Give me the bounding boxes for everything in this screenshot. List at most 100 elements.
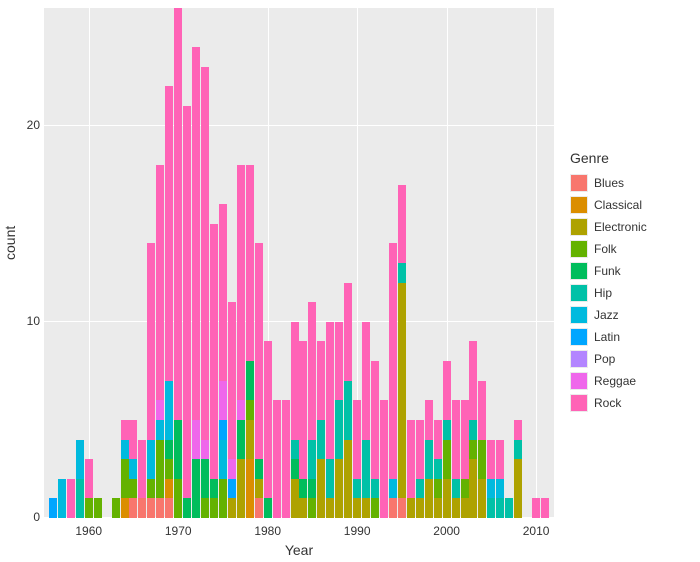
- bar-segment: [425, 400, 433, 439]
- bar-segment: [371, 498, 379, 518]
- legend-swatch: [570, 328, 588, 346]
- legend-swatch: [570, 372, 588, 390]
- bar-segment: [532, 498, 540, 518]
- bar-segment: [129, 459, 137, 479]
- legend-swatch: [570, 394, 588, 412]
- bar-segment: [76, 479, 84, 518]
- bar-segment: [326, 498, 334, 518]
- bar-segment: [219, 420, 227, 440]
- bar-segment: [165, 459, 173, 479]
- legend-item: Pop: [570, 348, 694, 370]
- bar-segment: [219, 381, 227, 420]
- bar-segment: [237, 420, 245, 459]
- bar-segment: [299, 479, 307, 499]
- bar: [94, 8, 102, 518]
- bar-segment: [192, 459, 200, 518]
- bar-segment: [398, 283, 406, 499]
- bar-segment: [219, 204, 227, 381]
- bar-segment: [210, 479, 218, 499]
- bar: [165, 8, 173, 518]
- bar-segment: [389, 243, 397, 478]
- bar-segment: [282, 400, 290, 518]
- bar-segment: [541, 498, 549, 518]
- bar-segment: [335, 459, 343, 518]
- bar-segment: [461, 400, 469, 478]
- bar-segment: [469, 440, 477, 460]
- bar-segment: [389, 498, 397, 518]
- bar-segment: [76, 440, 84, 479]
- plot-panel: [44, 8, 554, 518]
- legend-label: Latin: [594, 330, 620, 344]
- bar-segment: [478, 381, 486, 440]
- legend-label: Electronic: [594, 220, 647, 234]
- bar-segment: [85, 498, 93, 518]
- bar-segment: [469, 341, 477, 419]
- bar-segment: [425, 479, 433, 518]
- bar: [317, 8, 325, 518]
- bar-segment: [496, 440, 504, 479]
- bar-segment: [514, 440, 522, 460]
- bar-segment: [246, 361, 254, 400]
- bar: [452, 8, 460, 518]
- bar-segment: [308, 440, 316, 479]
- bar-segment: [264, 498, 272, 518]
- bar-segment: [165, 440, 173, 460]
- bar-segment: [147, 479, 155, 499]
- bar-segment: [398, 498, 406, 518]
- bar: [434, 8, 442, 518]
- legend-label: Rock: [594, 396, 621, 410]
- bar: [532, 8, 540, 518]
- bar: [443, 8, 451, 518]
- bar-segment: [335, 322, 343, 400]
- bar-segment: [317, 459, 325, 518]
- legend-item: Jazz: [570, 304, 694, 326]
- legend-swatch: [570, 196, 588, 214]
- bar: [461, 8, 469, 518]
- bar-segment: [443, 420, 451, 440]
- bar: [291, 8, 299, 518]
- bar-segment: [291, 440, 299, 460]
- bar-segment: [487, 440, 495, 479]
- bar-segment: [416, 498, 424, 518]
- bar: [246, 8, 254, 518]
- x-tick-label: 2010: [516, 524, 556, 538]
- x-tick-label: 1970: [158, 524, 198, 538]
- bar-segment: [353, 479, 361, 499]
- bar-segment: [147, 498, 155, 518]
- legend-swatch: [570, 174, 588, 192]
- legend-label: Hip: [594, 286, 612, 300]
- bar-segment: [246, 420, 254, 459]
- legend-label: Classical: [594, 198, 642, 212]
- bar-segment: [434, 498, 442, 518]
- bar-segment: [255, 479, 263, 499]
- bar: [505, 8, 513, 518]
- bar-segment: [165, 498, 173, 518]
- bar: [76, 8, 84, 518]
- bar-segment: [443, 361, 451, 420]
- bar-segment: [434, 459, 442, 479]
- bar-segment: [496, 479, 504, 499]
- bar: [228, 8, 236, 518]
- bar-segment: [452, 498, 460, 518]
- bar-segment: [210, 498, 218, 518]
- bar-segment: [237, 459, 245, 518]
- bar-segment: [129, 479, 137, 499]
- bar-segment: [219, 479, 227, 518]
- bar-segment: [353, 498, 361, 518]
- bar-segment: [121, 440, 129, 460]
- bar: [85, 8, 93, 518]
- bar-segment: [237, 165, 245, 400]
- bar-segment: [165, 479, 173, 499]
- bar-segment: [246, 165, 254, 361]
- y-axis-label: count: [2, 226, 18, 260]
- legend-item: Electronic: [570, 216, 694, 238]
- bar-segment: [228, 459, 236, 479]
- bar-segment: [129, 420, 137, 459]
- legend-label: Funk: [594, 264, 621, 278]
- bar-segment: [147, 243, 155, 439]
- bar-segment: [416, 479, 424, 499]
- legend-title: Genre: [570, 150, 694, 166]
- bar: [255, 8, 263, 518]
- bar-segment: [165, 381, 173, 440]
- bar-segment: [94, 498, 102, 518]
